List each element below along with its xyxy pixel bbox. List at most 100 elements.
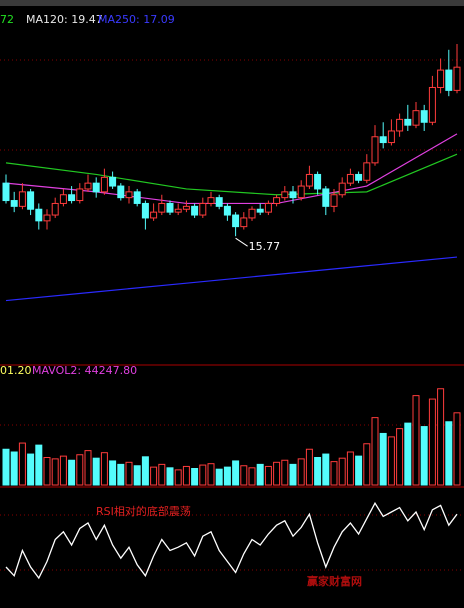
ma-line xyxy=(5,256,458,302)
candle-body xyxy=(404,118,412,126)
volume-bar xyxy=(396,428,404,486)
volume-bar xyxy=(363,443,371,486)
volume-bar xyxy=(199,464,207,486)
volume-bar xyxy=(150,466,158,486)
volume-bar xyxy=(371,417,379,486)
volume-bar xyxy=(412,395,420,486)
candle-body xyxy=(166,202,174,213)
volume-bar xyxy=(445,421,453,486)
volume-bar xyxy=(109,460,117,486)
candle-body xyxy=(141,202,149,219)
candle-body xyxy=(215,197,223,207)
vol-label: 01.20 xyxy=(0,364,32,377)
min-label: 15.77 xyxy=(249,240,281,253)
volume-bar xyxy=(314,457,322,486)
candle-body xyxy=(338,182,346,196)
volume-bar xyxy=(289,463,297,486)
volume-bar xyxy=(223,466,231,486)
volume-bar xyxy=(207,463,215,486)
candle-body xyxy=(428,86,436,123)
volume-bar xyxy=(232,460,240,486)
volume-bar xyxy=(191,468,199,486)
volume-bar xyxy=(453,412,461,486)
volume-bar xyxy=(273,461,281,486)
candle-body xyxy=(412,110,420,126)
volume-bar xyxy=(346,451,354,486)
candle-body xyxy=(453,66,461,91)
watermark: 赢家财富网 xyxy=(307,574,362,588)
volume-bar xyxy=(59,455,67,486)
volume-bar xyxy=(297,458,305,486)
candle-body xyxy=(289,191,297,199)
candle-body xyxy=(59,194,67,204)
candle-body xyxy=(133,191,141,204)
candle-body xyxy=(437,69,445,88)
candle-body xyxy=(191,205,199,216)
candle-body xyxy=(387,130,395,144)
volume-bar xyxy=(355,455,363,486)
candle-body xyxy=(314,173,322,190)
candle-body xyxy=(264,202,272,213)
candle-body xyxy=(420,110,428,123)
volume-bar xyxy=(404,422,412,486)
candle-body xyxy=(240,217,248,228)
candle-body xyxy=(330,194,338,207)
candle-body xyxy=(396,118,404,132)
volume-bar xyxy=(117,463,125,486)
ma-label: MA120: 19.47 xyxy=(26,13,103,26)
candle-body xyxy=(371,136,379,164)
candle-body xyxy=(273,197,281,204)
volume-bar xyxy=(141,456,149,486)
volume-bar xyxy=(68,459,76,486)
candle-body xyxy=(281,191,289,199)
volume-bar xyxy=(92,457,100,486)
candle-body xyxy=(305,173,313,187)
candle-body xyxy=(27,191,35,210)
rsi-line xyxy=(5,501,458,580)
volume-bar xyxy=(437,388,445,486)
ma-line xyxy=(5,153,458,196)
candle-body xyxy=(322,188,330,207)
candle-body xyxy=(2,182,10,202)
candle-body xyxy=(10,200,18,207)
volume-bar xyxy=(18,442,26,486)
volume-bar xyxy=(2,448,10,486)
volume-bar xyxy=(125,461,133,486)
volume-bar xyxy=(420,426,428,486)
candle-body xyxy=(76,188,84,202)
candle-body xyxy=(355,173,363,181)
volume-bar xyxy=(35,444,43,486)
volume-bar xyxy=(100,452,108,486)
candle-body xyxy=(445,69,453,91)
candle-body xyxy=(248,208,256,219)
vol-label: MAVOL2: 44247.80 xyxy=(32,364,137,377)
volume-bar xyxy=(322,453,330,486)
volume-bar xyxy=(379,432,387,486)
ma-label: MA250: 17.09 xyxy=(98,13,175,26)
volume-bar xyxy=(428,398,436,486)
candle-body xyxy=(158,202,166,213)
candle-body xyxy=(18,191,26,207)
volume-bar xyxy=(84,450,92,486)
volume-bar xyxy=(51,458,59,486)
volume-bar xyxy=(76,454,84,486)
candle-body xyxy=(297,185,305,199)
candle-body xyxy=(232,214,240,228)
candle-body xyxy=(223,205,231,216)
candle-body xyxy=(68,194,76,202)
annotation: RSI相对的底部震荡 xyxy=(96,504,191,518)
top-bar xyxy=(0,0,464,6)
volume-bar xyxy=(248,467,256,486)
volume-bar xyxy=(240,465,248,486)
candle-body xyxy=(346,173,354,184)
candle-body xyxy=(199,202,207,216)
candle-body xyxy=(84,182,92,190)
candle-body xyxy=(109,176,117,187)
volume-bar xyxy=(264,465,272,486)
volume-bar xyxy=(338,457,346,486)
candle-body xyxy=(150,211,158,219)
volume-bar xyxy=(182,465,190,486)
